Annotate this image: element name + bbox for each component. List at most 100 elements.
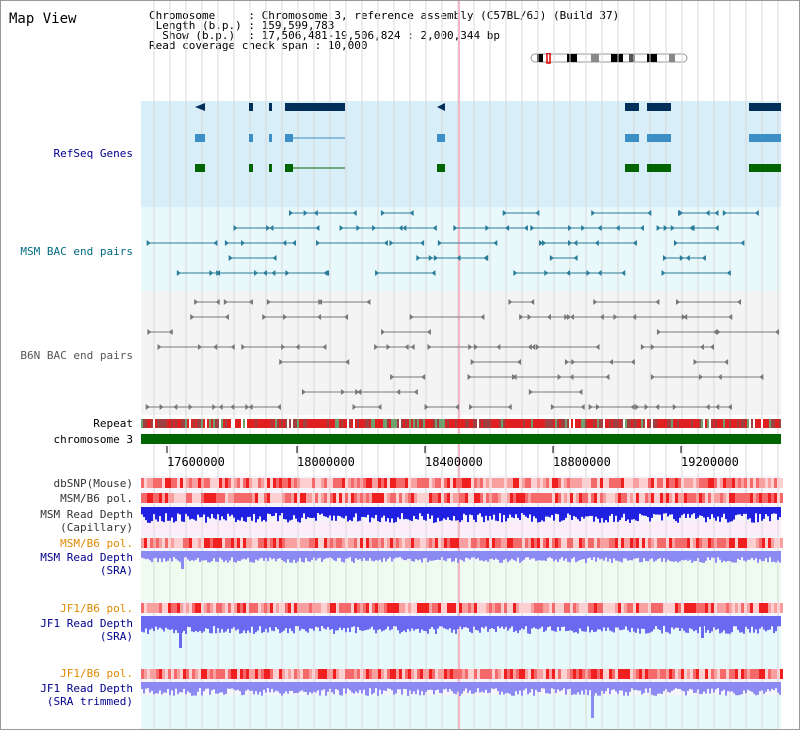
- depth-bar: [677, 616, 679, 628]
- depth-bar: [617, 507, 619, 522]
- heat-cell: [354, 478, 357, 488]
- depth-bar: [437, 616, 439, 629]
- heat-cell: [672, 478, 675, 488]
- depth-bar: [245, 507, 247, 522]
- heat-cell: [495, 538, 498, 548]
- heat-cell: [360, 493, 363, 503]
- repeat-block: [377, 419, 379, 428]
- heat-cell: [753, 603, 756, 613]
- depth-bar: [629, 682, 631, 692]
- depth-bar: [749, 616, 751, 633]
- bac-end-marker: [396, 389, 401, 395]
- heat-cell: [198, 669, 201, 679]
- depth-bar: [221, 507, 223, 517]
- heat-cell: [300, 669, 303, 679]
- depth-bar: [773, 551, 775, 562]
- depth-bar: [315, 682, 317, 693]
- heat-cell: [297, 538, 300, 548]
- depth-bar: [141, 682, 143, 690]
- heat-cell: [498, 603, 501, 613]
- depth-bar: [453, 551, 455, 562]
- depth-bar: [333, 616, 335, 634]
- heat-cell: [435, 538, 438, 548]
- repeat-block: [669, 419, 671, 428]
- gene-arrow: [195, 103, 205, 111]
- heat-cell: [570, 603, 573, 613]
- depth-bar: [265, 682, 267, 693]
- heat-cell: [468, 669, 471, 679]
- depth-bar: [521, 616, 523, 629]
- heat-cell: [441, 538, 444, 548]
- depth-bar: [479, 682, 481, 693]
- heat-cell: [228, 538, 231, 548]
- depth-bar: [609, 551, 611, 559]
- depth-bar: [231, 616, 233, 629]
- repeat-block: [493, 419, 495, 428]
- depth-bar: [289, 551, 291, 563]
- depth-bar: [669, 507, 671, 515]
- depth-bar: [769, 682, 771, 692]
- heat-cell: [297, 493, 300, 503]
- heat-cell: [420, 478, 423, 488]
- heat-cell: [555, 669, 558, 679]
- depth-bar: [545, 551, 547, 561]
- repeat-block: [701, 419, 703, 428]
- depth-bar: [729, 551, 731, 562]
- heat-cell: [312, 493, 315, 503]
- depth-bar: [485, 616, 487, 627]
- heat-cell: [255, 669, 258, 679]
- depth-bar: [141, 507, 143, 515]
- depth-bar: [167, 551, 169, 561]
- repeat-block: [505, 419, 507, 428]
- depth-bar: [739, 551, 741, 560]
- heat-cell: [420, 538, 423, 548]
- depth-bar: [263, 616, 265, 633]
- heat-cell: [357, 669, 360, 679]
- depth-bar: [231, 507, 233, 515]
- depth-bar: [617, 682, 619, 694]
- heat-cell: [732, 669, 735, 679]
- heat-cell: [552, 493, 555, 503]
- repeat-block: [231, 419, 233, 428]
- depth-bar: [343, 551, 345, 563]
- heat-cell: [402, 478, 405, 488]
- gene-feature: [749, 103, 781, 111]
- heat-cell: [306, 478, 309, 488]
- depth-bar: [251, 551, 253, 563]
- heat-cell: [456, 538, 459, 548]
- depth-bar: [515, 507, 517, 515]
- repeat-block: [389, 419, 391, 428]
- repeat-block: [661, 419, 663, 428]
- heat-cell: [141, 669, 144, 679]
- repeat-block: [289, 419, 291, 428]
- heat-cell: [606, 493, 609, 503]
- depth-bar: [557, 507, 559, 515]
- heat-cell: [471, 478, 474, 488]
- depth-bar: [293, 616, 295, 634]
- heat-cell: [414, 538, 417, 548]
- heat-cell: [330, 493, 333, 503]
- heat-cell: [366, 493, 369, 503]
- heat-cell: [387, 603, 390, 613]
- heat-cell: [621, 538, 624, 548]
- heat-cell: [585, 603, 588, 613]
- heat-cell: [411, 538, 414, 548]
- depth-bar: [479, 551, 481, 561]
- heat-cell: [318, 493, 321, 503]
- heat-cell: [645, 493, 648, 503]
- depth-bar: [169, 507, 171, 521]
- heat-cell: [657, 603, 660, 613]
- repeat-block: [663, 419, 665, 428]
- heat-cell: [471, 669, 474, 679]
- heat-cell: [759, 669, 762, 679]
- depth-bar: [525, 682, 527, 689]
- heat-cell: [780, 478, 783, 488]
- depth-bar: [325, 682, 327, 696]
- repeat-block: [537, 419, 539, 428]
- axis-tick-label: 18000000: [297, 455, 355, 469]
- heat-cell: [567, 538, 570, 548]
- heat-cell: [225, 603, 228, 613]
- heat-cell: [207, 669, 210, 679]
- heat-cell: [357, 603, 360, 613]
